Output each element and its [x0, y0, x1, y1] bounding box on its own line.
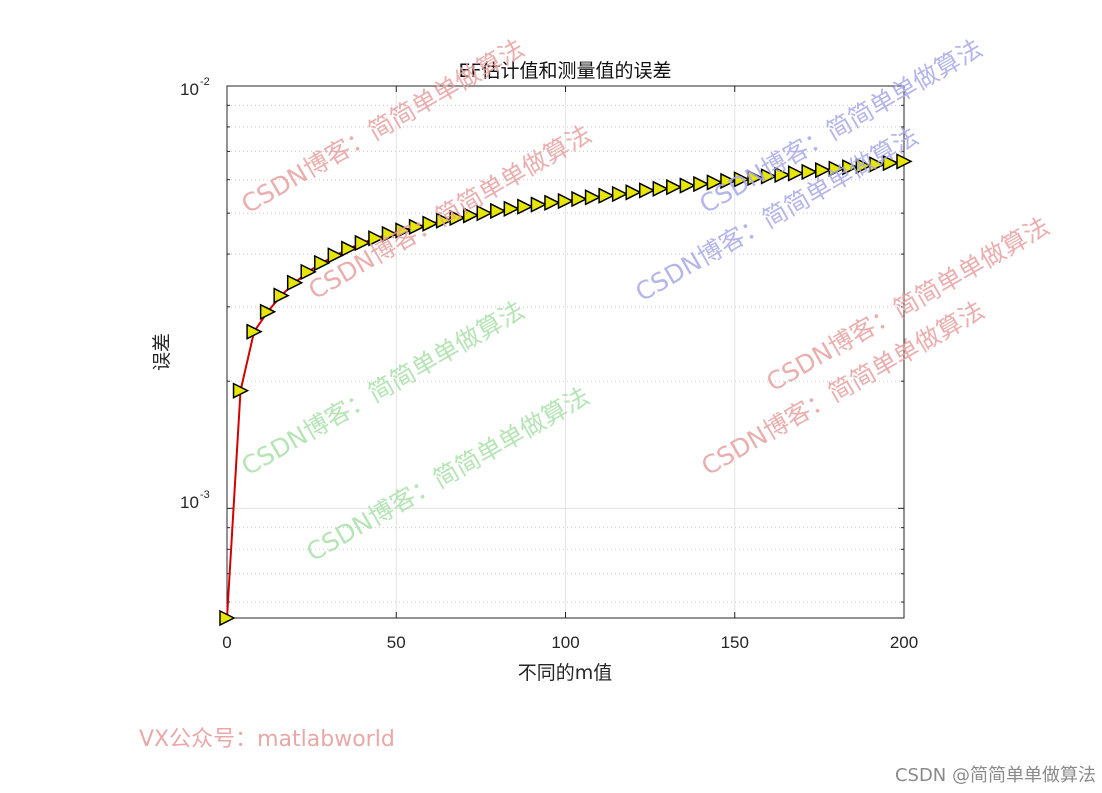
tick-marks — [226, 85, 905, 618]
data-point — [815, 161, 832, 179]
y-tick-exponent: -3 — [200, 489, 210, 501]
y-tick-exponent: -2 — [200, 76, 210, 88]
data-point — [869, 156, 886, 173]
y-axis-label: 误差 — [151, 333, 173, 371]
data-point — [381, 225, 399, 243]
data-point — [462, 207, 480, 224]
data-point — [733, 171, 751, 188]
x-tick-label: 100 — [551, 633, 579, 652]
data-point — [300, 263, 317, 281]
data-point — [544, 194, 561, 212]
y-tick-labels: 10 -3 10 -2 — [180, 76, 210, 512]
data-point — [368, 230, 385, 247]
data-point — [625, 184, 642, 201]
data-point — [706, 174, 724, 191]
data-point — [598, 187, 615, 204]
data-point — [882, 154, 900, 172]
data-point — [314, 254, 331, 272]
data-point — [530, 196, 548, 213]
vx-watermark: VX公众号：matlabworld — [139, 727, 395, 752]
data-point — [327, 247, 344, 264]
data-point — [259, 303, 277, 321]
data-point — [503, 200, 521, 218]
data-point — [571, 190, 588, 208]
data-point — [584, 189, 602, 206]
data-point — [273, 287, 290, 304]
data-point — [842, 159, 859, 176]
data-point — [747, 169, 764, 187]
data-point — [395, 222, 412, 239]
data-point — [354, 234, 372, 252]
x-tick-label: 150 — [721, 633, 749, 652]
data-point — [720, 172, 737, 190]
x-tick-label: 200 — [890, 633, 918, 652]
data-point — [679, 177, 697, 194]
data-point — [341, 240, 358, 257]
chart-title: EF估计值和测量值的误差 — [459, 60, 672, 82]
data-point — [855, 157, 873, 175]
csdn-credit: CSDN @简简单单做算法 — [895, 765, 1096, 786]
data-point — [801, 163, 818, 181]
data-point — [490, 202, 507, 220]
data-point — [219, 609, 236, 627]
x-tick-labels: 0 50 100 150 200 — [222, 633, 918, 652]
data-point — [666, 178, 683, 196]
data-point — [232, 382, 250, 399]
data-point — [246, 323, 263, 340]
series-markers — [219, 153, 913, 627]
data-point — [449, 209, 466, 227]
data-point — [693, 175, 710, 193]
data-point — [408, 218, 426, 236]
data-point — [760, 168, 778, 185]
x-axis-label: 不同的m值 — [518, 662, 613, 684]
y-tick-label: 10 — [180, 80, 199, 99]
x-tick-label: 0 — [222, 633, 231, 652]
data-point — [435, 212, 453, 229]
data-point — [638, 182, 656, 199]
data-point — [787, 165, 805, 182]
data-point — [422, 215, 439, 232]
data-point — [476, 204, 493, 222]
data-point — [828, 160, 845, 177]
data-point — [774, 166, 791, 184]
y-tick-label: 10 — [180, 493, 199, 512]
data-point — [286, 274, 304, 292]
x-tick-label: 50 — [387, 633, 406, 652]
data-point — [611, 185, 629, 203]
data-point — [557, 192, 575, 210]
data-point — [896, 153, 913, 170]
data-point — [517, 198, 534, 215]
data-point — [652, 180, 669, 197]
